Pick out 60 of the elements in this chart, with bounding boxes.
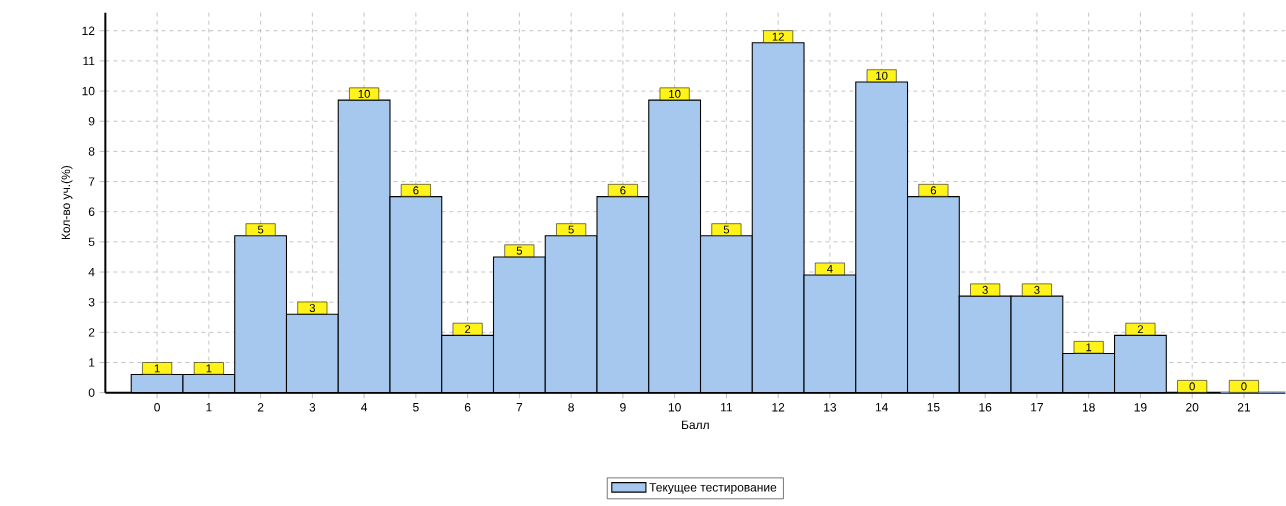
data-label: 3 bbox=[309, 303, 316, 312]
data-label: 4 bbox=[827, 264, 833, 273]
x-tick-label: 19 bbox=[1134, 403, 1147, 412]
x-tick-label: 8 bbox=[568, 403, 574, 412]
x-tick-label: 0 bbox=[154, 403, 160, 412]
x-tick-label: 9 bbox=[620, 403, 626, 412]
data-label: 10 bbox=[876, 71, 888, 80]
x-tick-label: 16 bbox=[979, 403, 992, 412]
x-tick-label: 4 bbox=[361, 403, 368, 412]
y-tick-label: 4 bbox=[88, 267, 95, 277]
legend-label: Текущее тестирование bbox=[649, 483, 777, 494]
data-label: 5 bbox=[257, 225, 264, 234]
y-tick-label: 0 bbox=[88, 388, 95, 397]
x-tick-label: 6 bbox=[464, 403, 471, 412]
y-tick-label: 3 bbox=[88, 297, 95, 307]
data-label: 0 bbox=[1241, 382, 1247, 391]
x-tick-label: 15 bbox=[927, 403, 940, 412]
y-tick-label: 5 bbox=[88, 237, 95, 247]
y-tick-label: 1 bbox=[89, 358, 95, 367]
data-label: 2 bbox=[1137, 325, 1143, 334]
y-axis-title: Кол-во уч.(%) bbox=[61, 165, 73, 240]
x-tick-label: 17 bbox=[1031, 403, 1043, 412]
data-label: 1 bbox=[206, 364, 212, 373]
x-tick-label: 2 bbox=[257, 403, 264, 412]
x-tick-label: 11 bbox=[721, 403, 733, 412]
y-tick-label: 12 bbox=[82, 26, 95, 35]
x-tick-label: 20 bbox=[1186, 403, 1199, 412]
x-tick-label: 13 bbox=[824, 403, 837, 412]
data-label: 3 bbox=[1034, 285, 1040, 294]
x-tick-label: 10 bbox=[668, 403, 681, 412]
x-tick-label: 21 bbox=[1237, 403, 1251, 412]
x-tick-label: 18 bbox=[1082, 403, 1095, 412]
data-label: 0 bbox=[1189, 382, 1195, 391]
x-tick-label: 14 bbox=[875, 403, 888, 412]
x-tick-label: 3 bbox=[309, 403, 316, 412]
x-tick-label: 5 bbox=[413, 403, 419, 412]
data-label: 2 bbox=[465, 325, 471, 334]
y-tick-label: 2 bbox=[88, 328, 95, 337]
x-tick-label: 12 bbox=[772, 403, 785, 412]
x-axis-title: Балл bbox=[682, 420, 709, 430]
y-tick-label: 11 bbox=[83, 56, 95, 66]
data-label: 5 bbox=[516, 246, 523, 255]
y-tick-label: 6 bbox=[88, 207, 95, 216]
y-tick-label: 9 bbox=[88, 116, 95, 126]
data-label: 3 bbox=[982, 285, 988, 294]
data-label: 12 bbox=[772, 32, 784, 41]
data-label: 10 bbox=[669, 89, 681, 98]
data-label: 6 bbox=[620, 186, 626, 195]
data-label: 5 bbox=[723, 225, 730, 234]
data-label: 10 bbox=[358, 89, 370, 98]
data-label: 5 bbox=[568, 225, 574, 234]
data-label: 1 bbox=[1086, 343, 1092, 352]
y-tick-label: 8 bbox=[88, 147, 95, 156]
data-label: 6 bbox=[413, 186, 419, 195]
y-tick-label: 7 bbox=[88, 177, 95, 186]
data-label: 6 bbox=[930, 186, 937, 195]
y-tick-label: 10 bbox=[82, 86, 95, 96]
x-tick-label: 7 bbox=[516, 403, 523, 412]
data-label: 1 bbox=[154, 364, 160, 373]
x-tick-label: 1 bbox=[206, 403, 212, 412]
